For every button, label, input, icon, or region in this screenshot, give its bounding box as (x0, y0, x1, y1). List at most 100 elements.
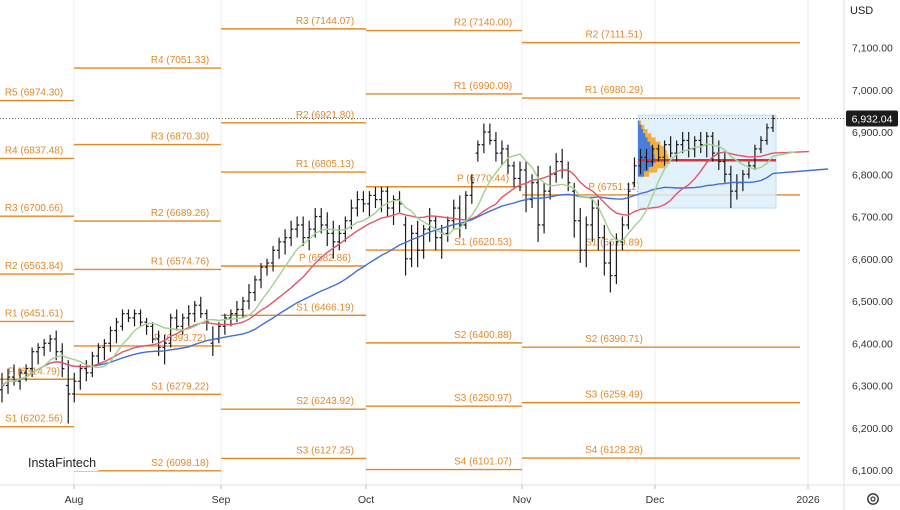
ohlc-bar[interactable] (746, 161, 752, 179)
ohlc-bar[interactable] (680, 132, 685, 154)
ohlc-bar[interactable] (47, 334, 53, 352)
ohlc-bar[interactable] (258, 262, 264, 289)
ohlc-bar[interactable] (300, 216, 306, 247)
ohlc-bar[interactable] (620, 216, 625, 251)
ohlc-bar[interactable] (379, 186, 384, 213)
ohlc-bar[interactable] (168, 313, 173, 348)
ohlc-bar[interactable] (114, 317, 119, 344)
ohlc-bar[interactable] (120, 309, 125, 331)
ohlc-bar[interactable] (228, 309, 234, 327)
ohlc-bar[interactable] (674, 140, 679, 162)
ohlc-bar[interactable] (553, 153, 559, 183)
ohlc-bar[interactable] (361, 191, 366, 213)
ohlc-bar[interactable] (294, 216, 300, 238)
ohlc-bar[interactable] (35, 343, 41, 365)
ohlc-bar[interactable] (608, 241, 613, 293)
ohlc-bar[interactable] (108, 326, 113, 352)
ohlc-bar[interactable] (72, 372, 77, 403)
ohlc-bar[interactable] (102, 339, 107, 361)
ohlc-bar[interactable] (337, 224, 342, 251)
ohlc-bar[interactable] (421, 224, 426, 259)
ohlc-bar[interactable] (590, 199, 595, 242)
ohlc-bar[interactable] (638, 148, 643, 175)
ohlc-bar[interactable] (403, 216, 408, 276)
ohlc-bar[interactable] (722, 153, 728, 183)
ohlc-bar[interactable] (487, 123, 493, 145)
ohlc-bar[interactable] (90, 351, 95, 378)
ohlc-bar[interactable] (602, 224, 607, 276)
ohlc-bar[interactable] (41, 339, 47, 356)
ohlc-bar[interactable] (572, 182, 577, 238)
ohlc-bar[interactable] (463, 191, 469, 230)
ohlc-bar[interactable] (373, 186, 378, 209)
ohlc-bar[interactable] (246, 284, 252, 310)
ohlc-bar[interactable] (0, 372, 5, 403)
ohlc-bar[interactable] (23, 364, 29, 382)
ohlc-bar[interactable] (505, 144, 511, 175)
ohlc-bar[interactable] (66, 360, 71, 424)
ohlc-bar[interactable] (632, 157, 637, 187)
ohlc-bar[interactable] (367, 191, 372, 217)
ohlc-bar[interactable] (650, 144, 655, 166)
ohlc-bar[interactable] (668, 136, 673, 158)
ohlc-bar[interactable] (433, 216, 438, 251)
ohlc-bar[interactable] (541, 182, 547, 234)
ohlc-bar[interactable] (385, 186, 390, 217)
ohlc-bar[interactable] (698, 132, 703, 154)
ohlc-bar[interactable] (559, 148, 565, 179)
ohlc-bar[interactable] (210, 326, 216, 356)
ohlc-bar[interactable] (523, 161, 529, 213)
ohlc-bar[interactable] (493, 132, 499, 162)
ohlc-bar[interactable] (270, 246, 276, 272)
ohlc-bar[interactable] (349, 199, 354, 230)
ohlc-bar[interactable] (192, 301, 197, 323)
ohlc-bar[interactable] (644, 148, 649, 171)
ohlc-bar[interactable] (126, 309, 131, 323)
ohlc-bar[interactable] (752, 144, 758, 171)
ohlc-bar[interactable] (457, 195, 462, 238)
ohlc-bar[interactable] (445, 216, 450, 242)
ohlc-bar[interactable] (240, 296, 246, 318)
ohlc-bar[interactable] (391, 195, 396, 225)
ohlc-bar[interactable] (288, 220, 294, 247)
ohlc-bar[interactable] (132, 309, 137, 327)
ohlc-bar[interactable] (138, 309, 143, 327)
ohlc-bar[interactable] (216, 322, 222, 344)
ohlc-bar[interactable] (355, 191, 360, 217)
ohlc-bar[interactable] (186, 305, 191, 327)
ohlc-bar[interactable] (180, 313, 185, 335)
ohlc-bar[interactable] (626, 182, 631, 230)
ohlc-bar[interactable] (439, 224, 444, 259)
ohlc-bar[interactable] (252, 275, 258, 301)
ohlc-bar[interactable] (276, 237, 282, 259)
ohlc-bar[interactable] (409, 224, 414, 268)
ohlc-bar[interactable] (511, 161, 517, 187)
ohlc-bar[interactable] (60, 343, 65, 378)
ohlc-bar[interactable] (469, 174, 475, 204)
ohlc-bar[interactable] (758, 136, 764, 154)
ohlc-bar[interactable] (331, 220, 336, 259)
ohlc-bar[interactable] (174, 309, 179, 331)
ohlc-bar[interactable] (584, 216, 589, 268)
ohlc-bar[interactable] (728, 165, 734, 209)
ohlc-bar[interactable] (198, 296, 203, 318)
ohlc-bar[interactable] (415, 220, 420, 268)
ohlc-bar[interactable] (306, 220, 312, 251)
ohlc-bar[interactable] (656, 144, 661, 162)
ohlc-bar[interactable] (144, 317, 149, 335)
ohlc-bar[interactable] (264, 258, 270, 276)
ohlc-bar[interactable] (282, 229, 288, 255)
ohlc-bar[interactable] (475, 140, 481, 162)
ohlc-bar[interactable] (78, 364, 83, 390)
ohlc-bar[interactable] (499, 140, 505, 166)
ohlc-bar[interactable] (54, 330, 59, 361)
ohlc-bar[interactable] (614, 233, 619, 285)
ohlc-bar[interactable] (517, 161, 523, 192)
ohlc-bar[interactable] (662, 140, 667, 166)
ohlc-bar[interactable] (84, 360, 89, 382)
ohlc-bar[interactable] (96, 343, 101, 365)
gear-icon[interactable] (866, 492, 880, 506)
ohlc-bar[interactable] (481, 123, 487, 154)
currency-selector[interactable]: USD (850, 5, 874, 17)
